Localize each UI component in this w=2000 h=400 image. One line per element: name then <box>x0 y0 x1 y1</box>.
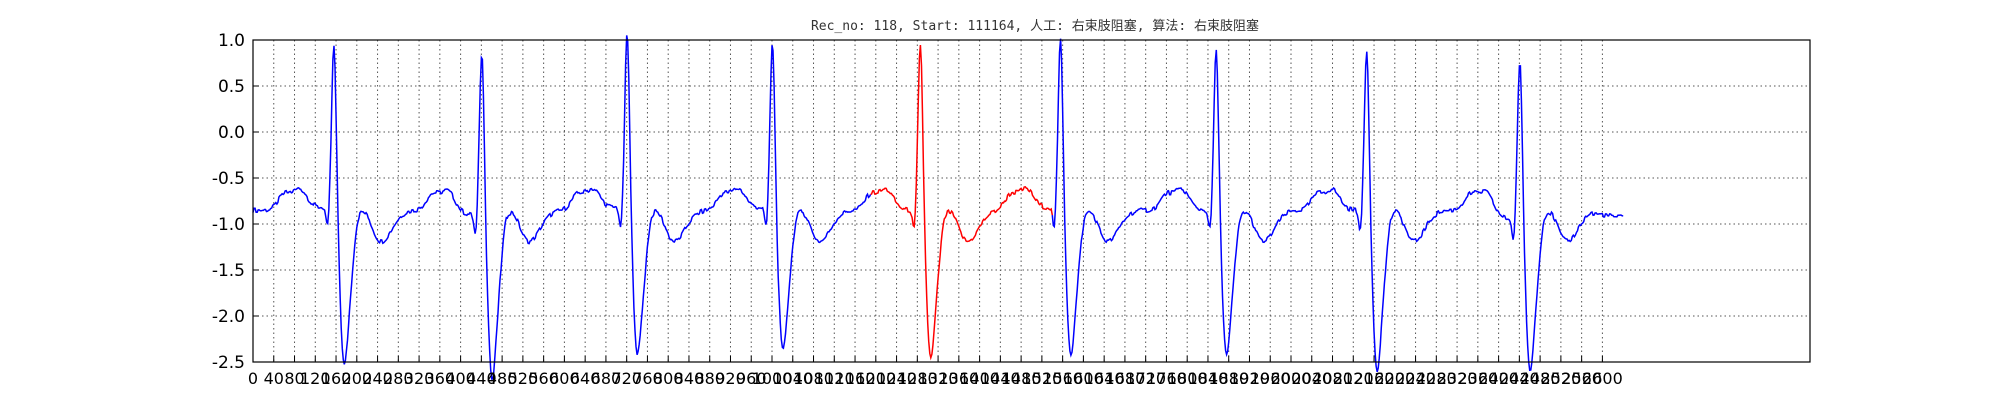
x-tick-label: 880 <box>694 369 725 388</box>
x-tick-label: 320 <box>404 369 435 388</box>
x-tick-label: 680 <box>591 369 622 388</box>
y-tick-label: -1.0 <box>212 215 245 235</box>
x-tick-label: 560 <box>528 369 559 388</box>
x-tick-label: 1280 <box>897 369 938 388</box>
x-tick-label: 400 <box>445 369 476 388</box>
x-tick-label: 1720 <box>1125 369 1166 388</box>
plot-frame <box>252 39 1811 363</box>
grid-lines <box>253 40 1810 362</box>
y-tick-label: -2.0 <box>212 307 245 327</box>
ecg-segment <box>252 35 872 380</box>
x-tick-label: 1160 <box>835 369 876 388</box>
x-tick-label: 120 <box>300 369 331 388</box>
x-axis-ticks: 0 40 8012016020024028032036040044048052056… <box>248 356 1623 388</box>
x-tick-label: 1440 <box>980 369 1021 388</box>
x-tick-label: 1640 <box>1084 369 1125 388</box>
x-tick-label: 1840 <box>1188 369 1229 388</box>
x-tick-label: 760 <box>632 369 663 388</box>
x-tick-label: 2080 <box>1312 369 1353 388</box>
x-tick-label: 920 <box>715 369 746 388</box>
x-tick-label: 440 <box>466 369 497 388</box>
x-tick-label: 2520 <box>1541 369 1582 388</box>
y-tick-label: 0.5 <box>218 77 245 97</box>
y-tick-label: -1.5 <box>212 261 245 281</box>
x-tick-label: 80 <box>284 369 304 388</box>
x-tick-label: 1000 <box>752 369 793 388</box>
x-tick-label: 1880 <box>1208 369 1249 388</box>
x-tick-label: 2480 <box>1520 369 1561 388</box>
x-tick-label: 520 <box>508 369 539 388</box>
x-tick-label: 840 <box>674 369 705 388</box>
x-tick-label: 1040 <box>772 369 813 388</box>
x-tick-label: 2120 <box>1333 369 1374 388</box>
x-tick-label: 1400 <box>959 369 1000 388</box>
x-tick-label: 240 <box>362 369 393 388</box>
x-tick-label: 1520 <box>1022 369 1063 388</box>
x-tick-label: 2200 <box>1374 369 1415 388</box>
y-tick-label: -2.5 <box>212 353 245 373</box>
ecg-segment <box>1051 38 1624 372</box>
x-tick-label: 2280 <box>1416 369 1457 388</box>
chart-title: Rec_no: 118, Start: 111164, 人工: 右束肢阻塞, 算… <box>811 18 1259 34</box>
x-tick-label: 600 <box>549 369 580 388</box>
y-tick-label: 0.0 <box>218 123 245 143</box>
x-tick-label: 1120 <box>814 369 855 388</box>
x-tick-label: 1320 <box>918 369 959 388</box>
x-tick-label: 160 <box>321 369 352 388</box>
x-tick-label: 1920 <box>1229 369 1270 388</box>
x-tick-label: 360 <box>425 369 456 388</box>
x-tick-label: 1240 <box>876 369 917 388</box>
x-tick-label: 1480 <box>1001 369 1042 388</box>
x-tick-label: 0 <box>248 369 258 388</box>
x-tick-label: 1800 <box>1167 369 1208 388</box>
x-tick-label: 2240 <box>1395 369 1436 388</box>
y-tick-label: -0.5 <box>212 169 245 189</box>
x-tick-label: 1960 <box>1250 369 1291 388</box>
highlighted-beat-segment <box>870 45 1054 361</box>
x-tick-label: 2400 <box>1478 369 1519 388</box>
x-tick-label: 2000 <box>1271 369 1312 388</box>
x-tick-label: 2040 <box>1291 369 1332 388</box>
y-tick-label: 1.0 <box>218 31 245 51</box>
x-tick-label: 1360 <box>938 369 979 388</box>
x-tick-label: 640 <box>570 369 601 388</box>
x-tick-label: 2360 <box>1457 369 1498 388</box>
x-tick-label: 1080 <box>793 369 834 388</box>
plot-border <box>252 39 1811 363</box>
x-tick-label: 960 <box>736 369 767 388</box>
x-tick-label: 280 <box>383 369 414 388</box>
x-tick-label: 800 <box>653 369 684 388</box>
x-tick-label: 2440 <box>1499 369 1540 388</box>
x-tick-label: 480 <box>487 369 518 388</box>
x-tick-label: 720 <box>611 369 642 388</box>
x-tick-label: 1760 <box>1146 369 1187 388</box>
y-axis-ticks: 1.0 0.5 0.0 -0.5 -1.0 -1.5 -2.0 -2.5 <box>212 31 259 373</box>
x-tick-label: 1600 <box>1063 369 1104 388</box>
x-tick-label: 2320 <box>1437 369 1478 388</box>
x-tick-label: 2600 <box>1582 369 1623 388</box>
x-tick-label: 1560 <box>1042 369 1083 388</box>
x-tick-label: 2160 <box>1354 369 1395 388</box>
x-tick-label: 200 <box>342 369 373 388</box>
x-tick-label: 40 <box>264 369 284 388</box>
x-tick-label: 1680 <box>1105 369 1146 388</box>
ecg-series <box>252 35 1624 380</box>
x-tick-label: 2560 <box>1561 369 1602 388</box>
x-tick-label: 1200 <box>855 369 896 388</box>
